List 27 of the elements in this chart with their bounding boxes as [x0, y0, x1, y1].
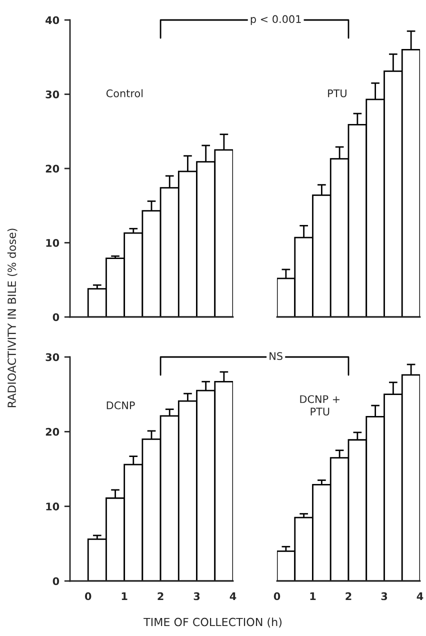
annotation: NS	[270, 352, 282, 360]
y-tick-label: 0	[52, 577, 60, 586]
y-tick-label: 10	[46, 238, 60, 247]
x-tick-label: 4	[416, 592, 424, 600]
y-tick-label: 0	[52, 313, 60, 322]
annotation: p < 0.001	[250, 15, 301, 26]
x-tick-label: 3	[381, 592, 388, 600]
x-tick-label: 0	[274, 592, 280, 600]
annotation: PTU	[328, 90, 346, 98]
x-tick-label: 4	[230, 592, 236, 600]
y-tick-label: 10	[46, 502, 60, 510]
y-axis-title: RADIOACTIVITY IN BILE (% dose)	[7, 228, 18, 408]
x-axis-title: TIME OF COLLECTION (h)	[144, 618, 282, 628]
x-tick-label: 2	[346, 592, 352, 600]
x-tick-label: 2	[158, 592, 164, 600]
x-tick-label: 1	[122, 592, 128, 600]
annotation: Control	[106, 89, 143, 98]
x-tick-label: 1	[310, 592, 316, 600]
y-tick-label: 40	[46, 16, 60, 24]
y-tick-label: 20	[46, 164, 60, 173]
y-tick-label: 30	[46, 353, 60, 362]
y-tick-label: 20	[46, 428, 60, 436]
annotation: DCNP	[106, 401, 135, 410]
x-tick-label: 0	[84, 592, 92, 600]
y-tick-label: 30	[46, 90, 60, 98]
x-tick-label: 3	[194, 592, 200, 600]
annotation: DCNP + PTU	[300, 395, 340, 416]
